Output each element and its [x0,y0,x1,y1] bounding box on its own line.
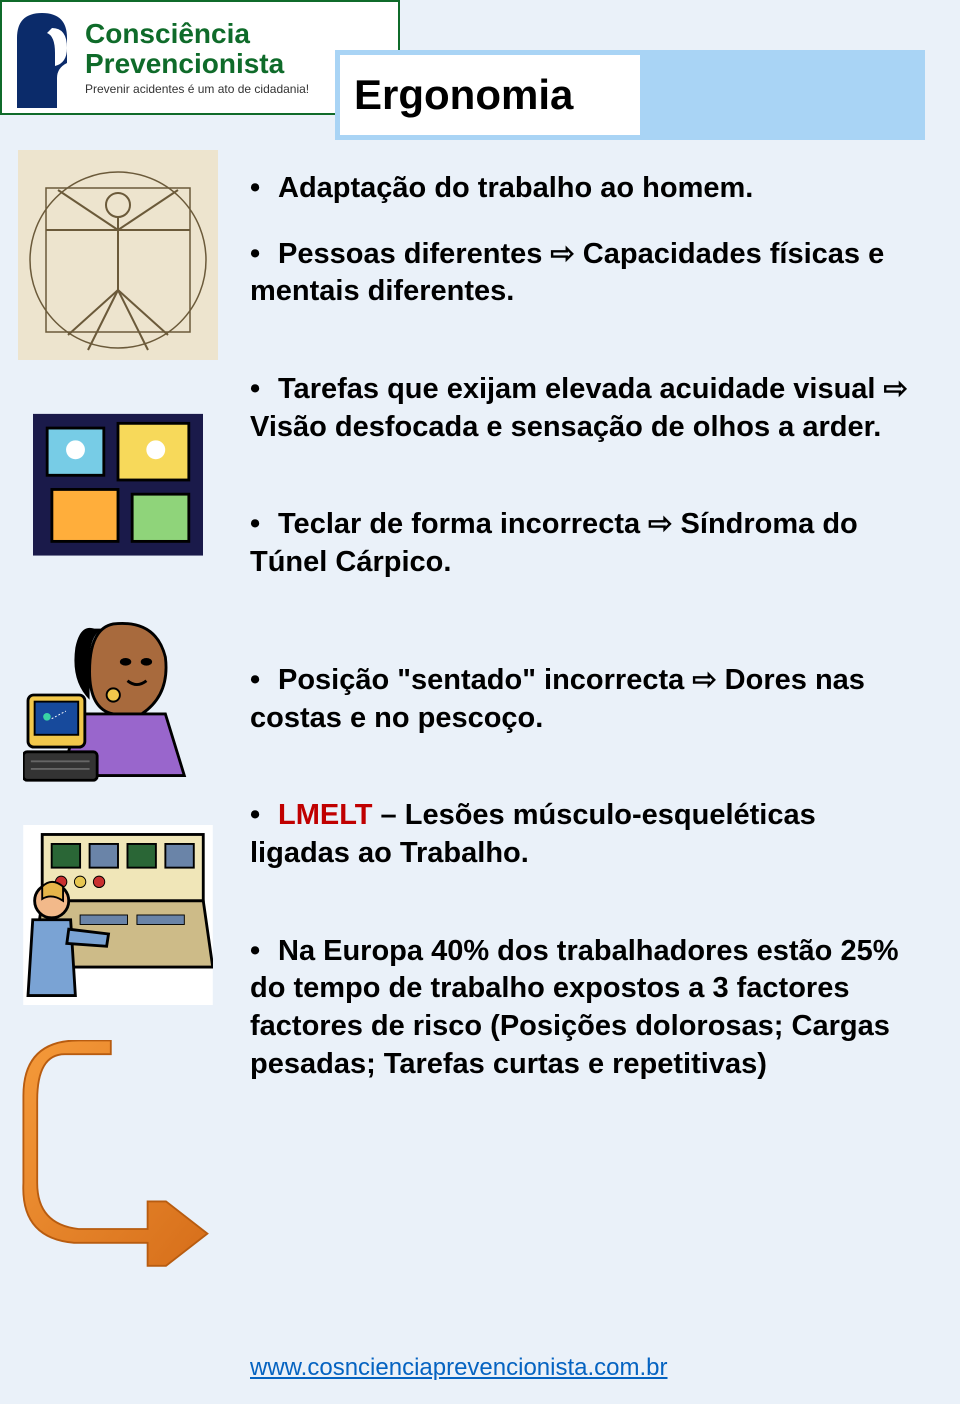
bullet-text-6: • Na Europa 40% dos trabalhadores estão … [250,933,910,1084]
title-inner: Ergonomia [340,55,640,135]
img-screens [18,390,218,570]
bullet-marker: • [250,236,278,274]
bullet-marker: • [250,371,278,409]
arrow-icon: ⇨ [884,373,908,405]
bullet-marker: • [250,506,278,544]
bullet-0: • Adaptação do trabalho ao homem. [250,170,910,208]
bullet-text-2: • Tarefas que exijam elevada acuidade vi… [250,371,910,446]
img-control-panel [18,820,218,1010]
bullet-text-1: • Pessoas diferentes ⇨ Capacidades físic… [250,236,910,311]
bullet-text-5: • LMELT – Lesões músculo-esqueléticas li… [250,797,910,872]
bullet-3: • Teclar de forma incorrecta ⇨ Síndroma … [250,506,910,581]
bullet-text-0: • Adaptação do trabalho ao homem. [250,170,910,208]
bullet-4: • Posição "sentado" incorrecta ⇨ Dores n… [250,662,910,737]
footer-link[interactable]: www.cosncienciaprevencionista.com.br [250,1354,668,1382]
logo-head-silhouette [7,8,77,108]
left-image-column [18,150,218,1310]
bullet-text-3: • Teclar de forma incorrecta ⇨ Síndroma … [250,506,910,581]
bullet-1: • Pessoas diferentes ⇨ Capacidades físic… [250,236,910,311]
bullet-marker: • [250,170,278,208]
bullet-text-4: • Posição "sentado" incorrecta ⇨ Dores n… [250,662,910,737]
arrow-icon: ⇨ [648,508,672,540]
bullet-marker: • [250,933,278,971]
bullet-6: • Na Europa 40% dos trabalhadores estão … [250,933,910,1084]
title-bar: Ergonomia [335,50,925,140]
img-vitruvian [18,150,218,360]
bullet-marker: • [250,797,278,835]
arrow-icon: ⇨ [692,664,716,696]
bullet-marker: • [250,662,278,700]
content-area: • Adaptação do trabalho ao homem. • Pesso… [250,170,910,1111]
img-typing [18,600,218,790]
slide-title: Ergonomia [354,71,573,119]
bullet-5: • LMELT – Lesões músculo-esqueléticas li… [250,797,910,872]
arrow-icon: ⇨ [550,238,574,270]
img-orange-arrow [18,1040,218,1280]
highlight-red: LMELT [278,799,373,831]
logo-line1: Consciência [85,19,398,48]
bullet-2: • Tarefas que exijam elevada acuidade vi… [250,371,910,446]
